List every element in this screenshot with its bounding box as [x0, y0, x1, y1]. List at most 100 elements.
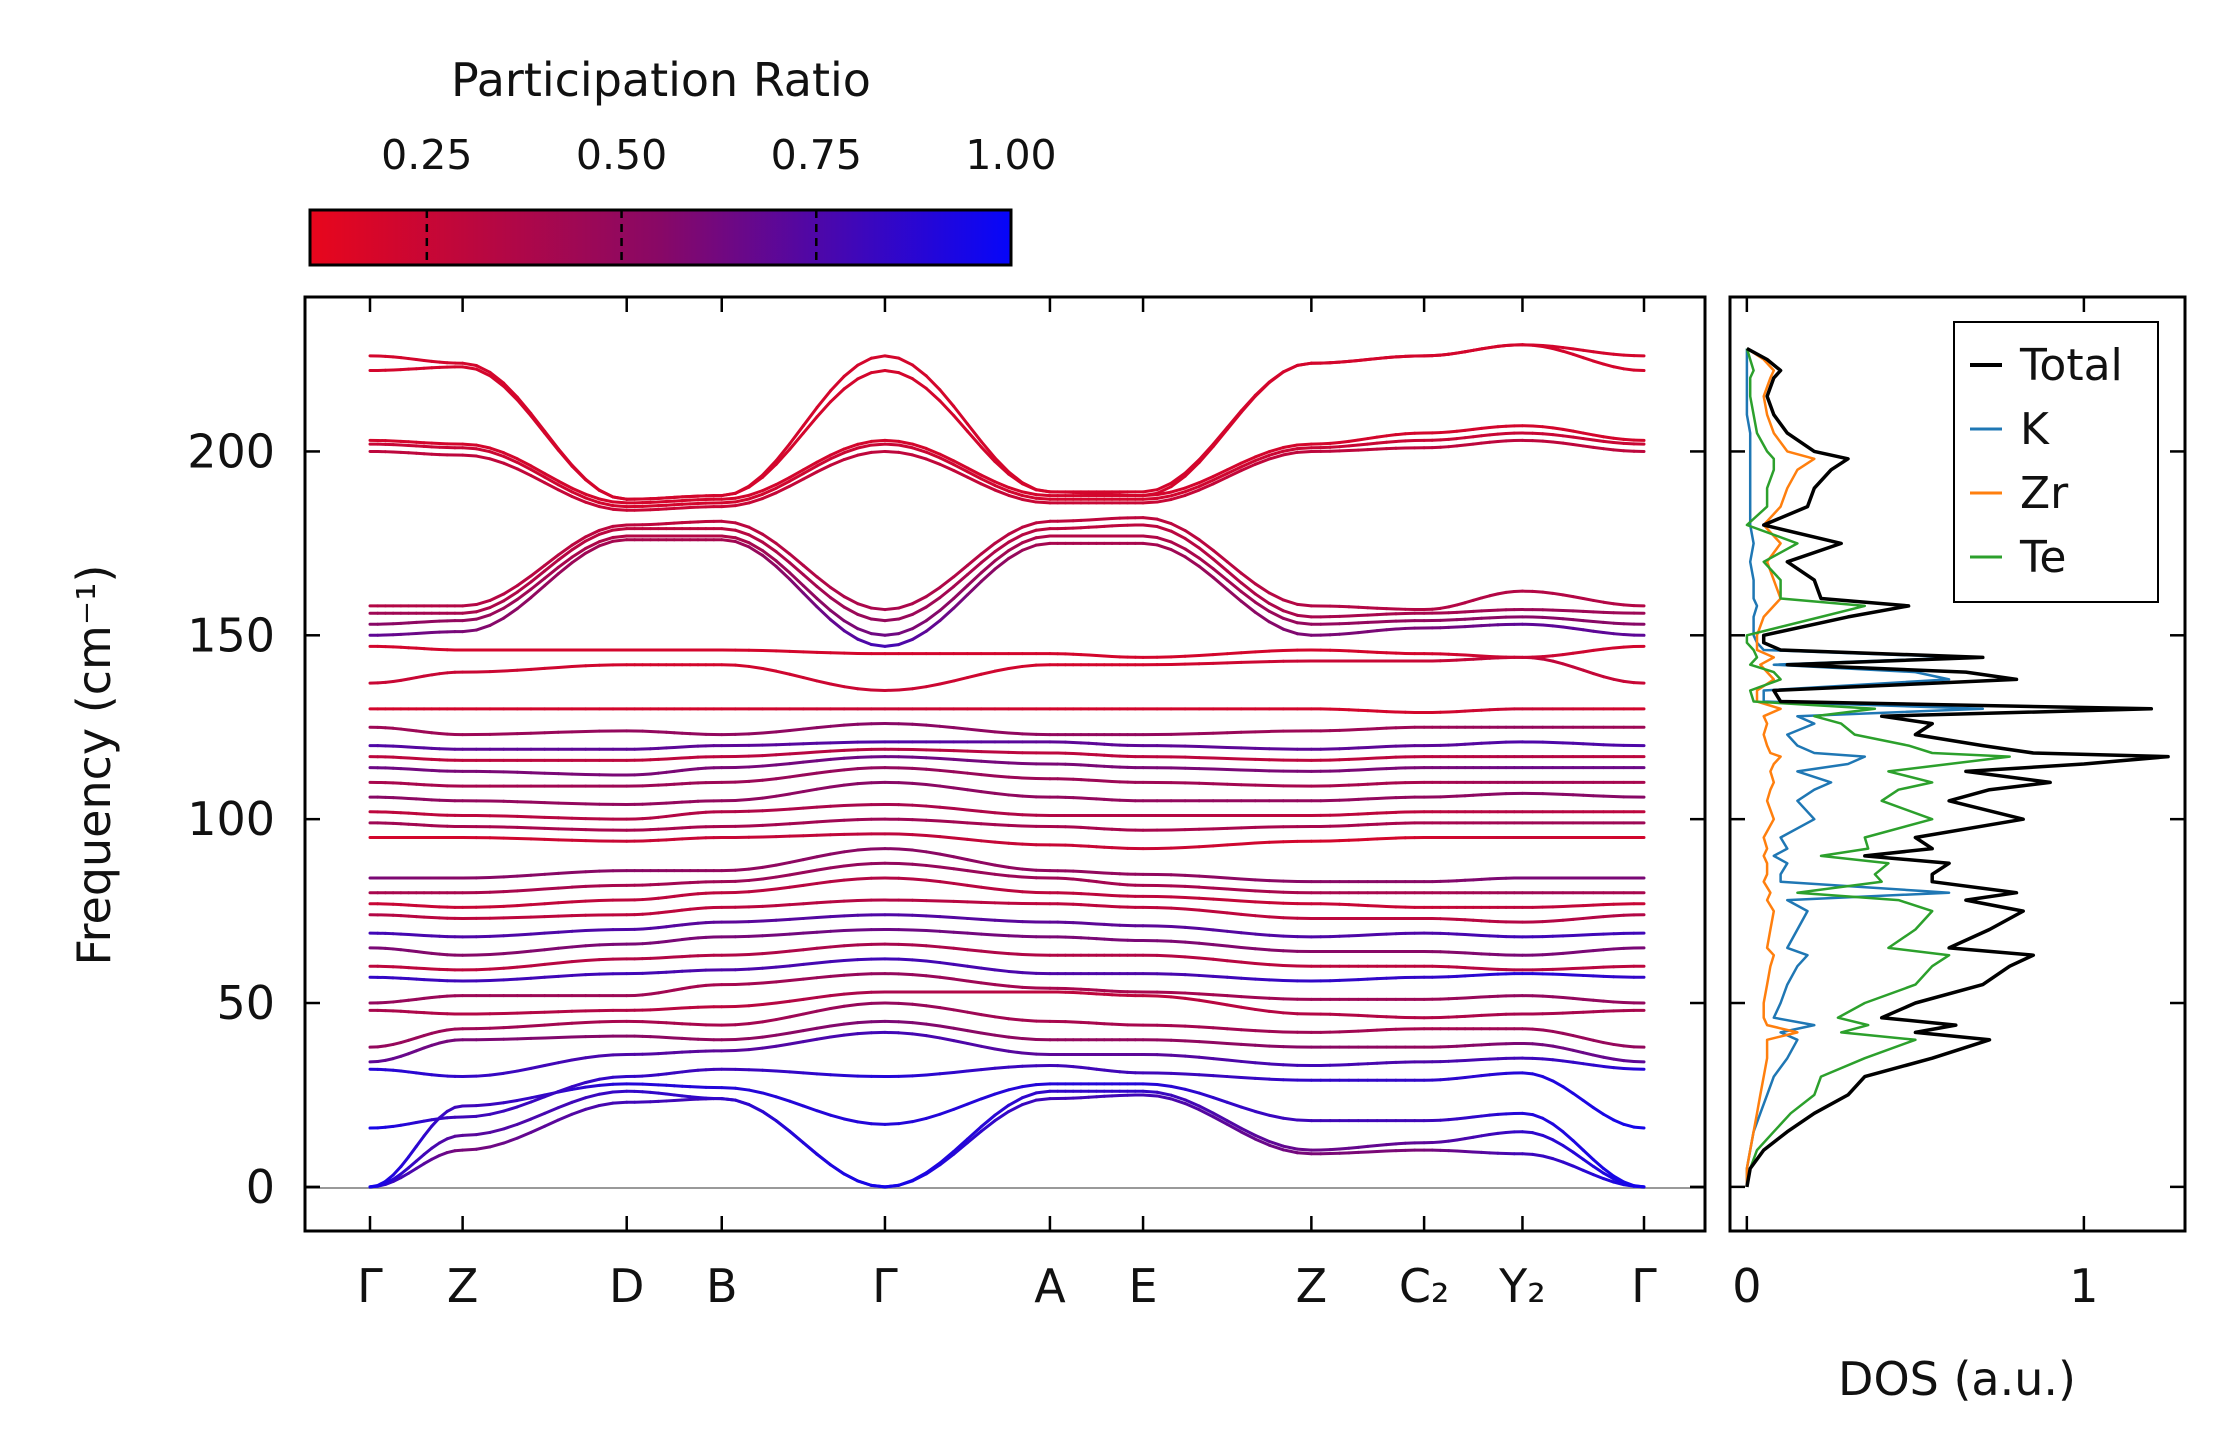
- band-segment: [1211, 974, 1229, 979]
- band-segment: [952, 807, 969, 812]
- band-segment: [788, 858, 805, 864]
- band-segment: [1520, 1130, 1535, 1135]
- band-segment: [774, 999, 792, 1005]
- band-segment: [733, 540, 751, 549]
- band-segment: [1225, 587, 1243, 603]
- band-segment: [570, 463, 588, 481]
- band-segment: [1541, 654, 1555, 659]
- band-segment: [1632, 1184, 1646, 1189]
- band-band-38: [368, 343, 1646, 501]
- band-segment: [515, 667, 533, 672]
- band-band-8: [368, 990, 1646, 1020]
- band-segment: [570, 490, 588, 500]
- band-segment: [747, 1046, 765, 1052]
- band-segment: [1155, 1053, 1173, 1057]
- band-band-17: [368, 847, 1646, 884]
- band-segment: [1253, 1043, 1271, 1048]
- band-segment: [761, 483, 778, 493]
- band-segment: [1267, 1077, 1285, 1082]
- band-segment: [965, 580, 983, 597]
- band-segment: [529, 872, 547, 877]
- band-segment: [474, 606, 492, 614]
- band-segment: [965, 1041, 983, 1048]
- band-segment: [1020, 1091, 1038, 1100]
- dos-lines: [1745, 346, 2170, 1188]
- band-segment: [801, 995, 819, 1001]
- band-segment: [1622, 633, 1636, 637]
- band-segment: [897, 371, 914, 381]
- band-segment: [979, 482, 997, 492]
- band-segment: [1581, 628, 1595, 633]
- band-segment: [829, 387, 846, 404]
- band-segment: [1253, 840, 1271, 845]
- band-segment: [883, 1183, 901, 1189]
- band-segment: [611, 495, 629, 501]
- band-segment: [1020, 1051, 1038, 1056]
- band-segment: [1007, 934, 1024, 938]
- band-segment: [1531, 1131, 1545, 1137]
- band-segment: [842, 1021, 860, 1026]
- band-segment: [1267, 446, 1285, 454]
- band-segment: [1253, 996, 1271, 1000]
- band-segment: [529, 584, 547, 600]
- band-segment: [952, 1008, 969, 1014]
- band-segment: [1591, 1158, 1605, 1170]
- band-segment: [584, 492, 601, 501]
- band-segment: [1141, 516, 1159, 521]
- band-band-5: [368, 1030, 1646, 1079]
- band-segment: [461, 365, 478, 371]
- band-segment: [993, 460, 1011, 476]
- band-segment: [747, 981, 765, 986]
- band-segment: [461, 453, 478, 458]
- band-segment: [1183, 536, 1201, 550]
- band-segment: [1211, 1074, 1229, 1079]
- band-segment: [1253, 1133, 1271, 1143]
- band-segment: [965, 808, 983, 813]
- band-segment: [938, 1006, 956, 1012]
- band-segment: [993, 823, 1011, 827]
- legend-label-total: Total: [2019, 340, 2123, 391]
- band-segment: [1239, 841, 1257, 846]
- band-segment: [1183, 873, 1201, 878]
- band-segment: [1612, 621, 1626, 626]
- band-segment: [1267, 1062, 1285, 1067]
- band-segment: [556, 555, 574, 569]
- band-segment: [1211, 426, 1229, 446]
- band-segment: [801, 1071, 819, 1076]
- band-segment: [965, 672, 983, 680]
- band-segment: [733, 663, 751, 668]
- band-segment: [1225, 1003, 1243, 1009]
- band-segment: [1295, 449, 1313, 454]
- band-segment: [965, 979, 983, 985]
- band-segment: [1612, 602, 1626, 607]
- band-segment: [1571, 347, 1585, 352]
- band-segment: [488, 446, 506, 455]
- band-segment: [515, 1096, 533, 1102]
- band-segment: [1253, 582, 1271, 595]
- band-segment: [1239, 1105, 1257, 1113]
- band-segment: [1155, 1094, 1173, 1101]
- band-segment: [869, 606, 887, 612]
- band-segment: [1253, 947, 1271, 952]
- band-segment: [993, 774, 1011, 779]
- band-segment: [597, 505, 615, 511]
- band-segment: [556, 1100, 574, 1110]
- band-segment: [399, 1155, 411, 1169]
- band-segment: [488, 370, 506, 385]
- band-segment: [829, 783, 846, 789]
- band-segment: [461, 1147, 478, 1152]
- band-segment: [1394, 626, 1407, 631]
- band-segment: [1281, 598, 1299, 606]
- band-segment: [1375, 356, 1389, 361]
- band-segment: [1295, 361, 1313, 367]
- band-segment: [801, 1026, 819, 1033]
- band-segment: [788, 916, 805, 921]
- band-segment: [1591, 620, 1605, 624]
- band-segment: [869, 442, 887, 447]
- band-segment: [938, 388, 956, 408]
- band-segment: [993, 1047, 1011, 1053]
- band-segment: [461, 361, 478, 368]
- band-segment: [1561, 434, 1575, 439]
- band-segment: [1197, 445, 1215, 464]
